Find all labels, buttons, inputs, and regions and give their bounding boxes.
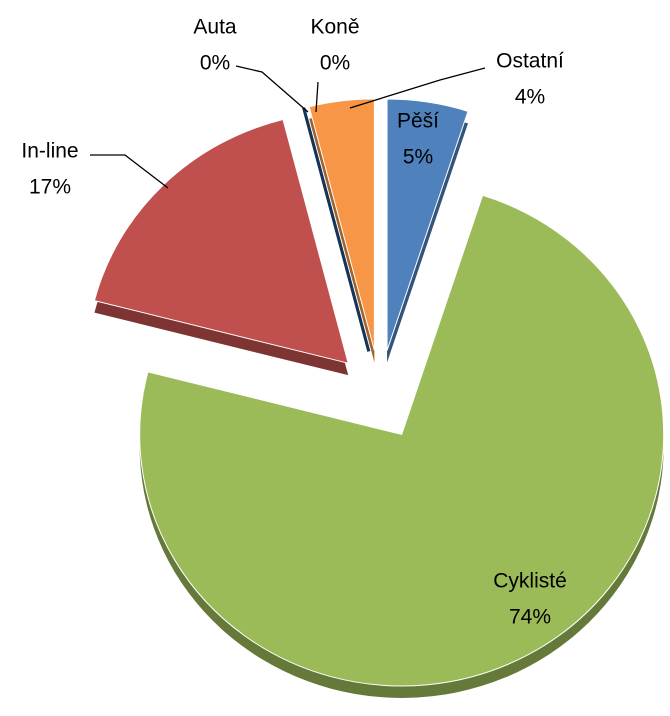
- slice-label: Ostatní: [496, 50, 564, 73]
- slice-value-label: 5%: [403, 146, 433, 169]
- leader-line: [90, 154, 169, 189]
- slice-value-label: 4%: [515, 86, 545, 109]
- slice-label: Auta: [193, 16, 237, 39]
- slice: [93, 118, 349, 364]
- slice-value-label: 0%: [320, 52, 350, 75]
- slice-value-label: 74%: [509, 606, 551, 629]
- leader-line: [349, 67, 486, 109]
- leader-line: [315, 81, 319, 113]
- slice-label: Koně: [310, 16, 359, 39]
- slice-value-label: 0%: [200, 52, 230, 75]
- pie: [93, 98, 665, 698]
- slice-label: Pěší: [397, 110, 439, 133]
- slice-label: Cyklisté: [493, 570, 567, 593]
- slice-label: In-line: [21, 140, 78, 163]
- slice: [139, 194, 665, 687]
- slice: [308, 98, 375, 351]
- slice: [386, 98, 469, 351]
- slice-value-label: 17%: [29, 176, 71, 199]
- leader-line: [235, 65, 309, 113]
